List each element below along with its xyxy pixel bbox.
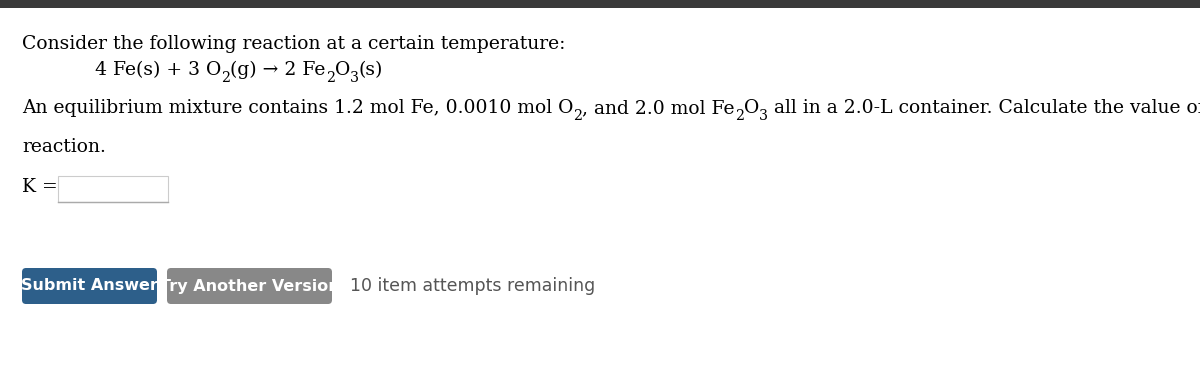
Text: (g) → 2 Fe: (g) → 2 Fe bbox=[230, 61, 325, 79]
Text: (s): (s) bbox=[359, 61, 383, 79]
Text: 2: 2 bbox=[221, 71, 230, 85]
Text: 10 item attempts remaining: 10 item attempts remaining bbox=[350, 277, 595, 295]
Text: , and 2.0 mol Fe: , and 2.0 mol Fe bbox=[582, 99, 734, 117]
Text: 3: 3 bbox=[350, 71, 359, 85]
Text: Consider the following reaction at a certain temperature:: Consider the following reaction at a cer… bbox=[22, 35, 565, 53]
Text: 2: 2 bbox=[734, 109, 744, 123]
Text: Submit Answer: Submit Answer bbox=[22, 279, 158, 293]
Bar bbox=[58, 176, 168, 202]
Text: O: O bbox=[335, 61, 350, 79]
Text: O: O bbox=[744, 99, 760, 117]
Text: all in a 2.0-L container. Calculate the value of K for this: all in a 2.0-L container. Calculate the … bbox=[768, 99, 1200, 117]
Text: 4 Fe(s) + 3 O: 4 Fe(s) + 3 O bbox=[95, 61, 221, 79]
Bar bbox=[0, 0, 1200, 8]
FancyBboxPatch shape bbox=[22, 268, 157, 304]
Text: reaction.: reaction. bbox=[22, 138, 106, 156]
FancyBboxPatch shape bbox=[167, 268, 332, 304]
Text: 2: 2 bbox=[574, 109, 582, 123]
Text: Try Another Version: Try Another Version bbox=[160, 279, 340, 293]
Text: K =: K = bbox=[22, 178, 58, 196]
Text: 2: 2 bbox=[325, 71, 335, 85]
Text: An equilibrium mixture contains 1.2 mol Fe, 0.0010 mol O: An equilibrium mixture contains 1.2 mol … bbox=[22, 99, 574, 117]
Text: 3: 3 bbox=[760, 109, 768, 123]
